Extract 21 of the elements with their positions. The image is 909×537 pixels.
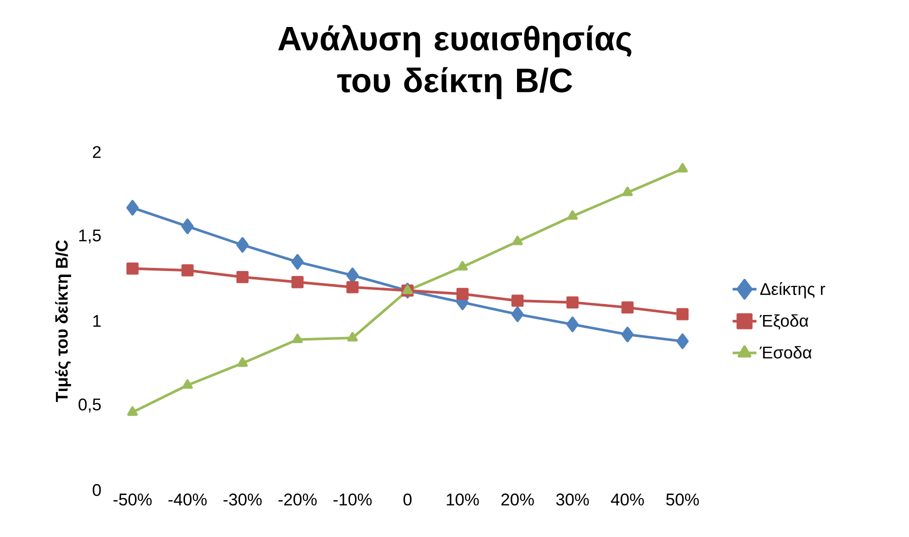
x-tick-label: 50% bbox=[666, 494, 699, 506]
legend-label: Έσοδα bbox=[760, 346, 812, 359]
x-tick-label: 0 bbox=[403, 494, 412, 506]
y-tick-label: 0 bbox=[92, 484, 101, 496]
chart-title: Ανάλυση ευαισθησίας του δείκτη B/C bbox=[278, 24, 632, 100]
x-tick-label: -10% bbox=[333, 494, 372, 506]
legend-label: Έξοδα bbox=[760, 314, 808, 330]
x-tick-label: -50% bbox=[113, 494, 152, 506]
y-tick-label: 1,5 bbox=[79, 230, 101, 244]
y-axis-title: Τιμές του δείκτη B/C bbox=[55, 240, 72, 402]
x-tick-label: -30% bbox=[223, 494, 262, 506]
x-tick-label: -20% bbox=[278, 494, 317, 506]
y-tick-label: 2 bbox=[92, 146, 101, 158]
x-tick-label: 20% bbox=[501, 494, 534, 506]
x-tick-label: 10% bbox=[446, 494, 479, 506]
x-tick-label: 40% bbox=[610, 494, 644, 506]
x-tick-label: 30% bbox=[556, 494, 589, 506]
y-tick-label: 0,5 bbox=[78, 398, 101, 412]
legend-label: Δείκτης r bbox=[760, 282, 826, 298]
x-tick-label: -40% bbox=[168, 494, 207, 506]
y-tick-label: 1 bbox=[93, 315, 101, 327]
